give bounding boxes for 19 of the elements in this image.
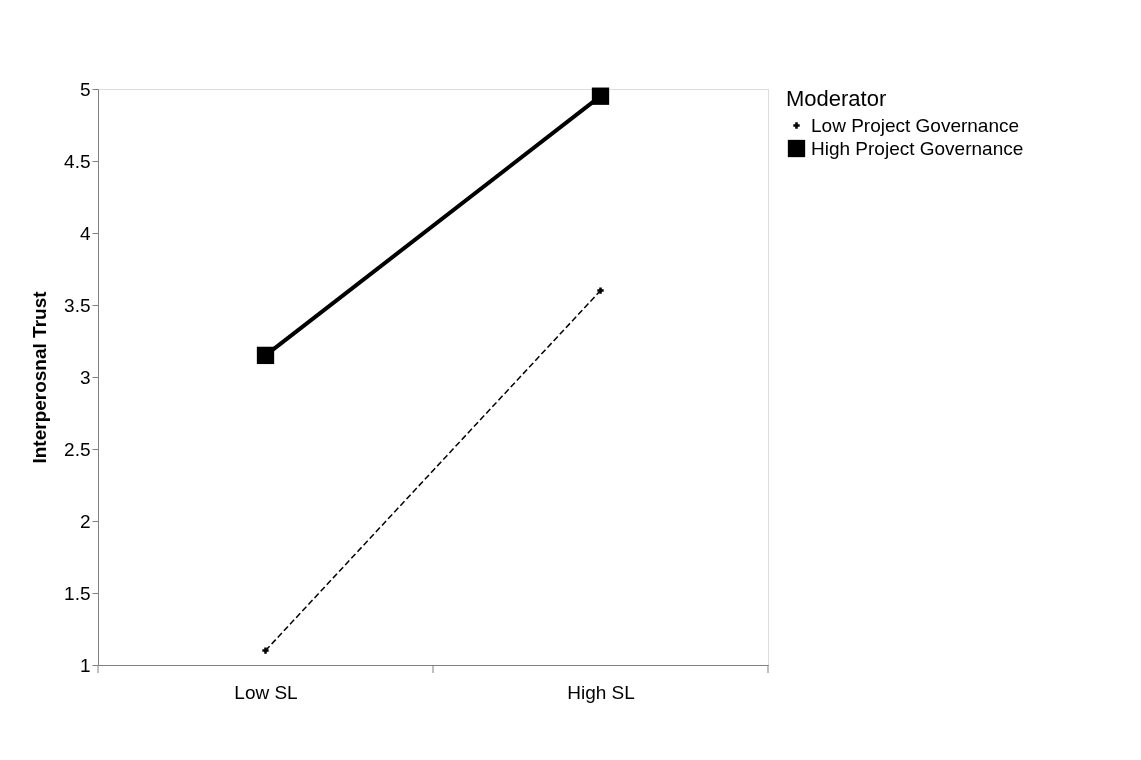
legend-title: Moderator <box>786 86 887 111</box>
point <box>256 346 275 365</box>
y-tick-label: 3 <box>79 366 91 388</box>
y-tick-label: 5 <box>79 78 91 100</box>
x-tick-label: High SL <box>567 681 635 703</box>
legend-label: Low Project Governance <box>811 114 1020 136</box>
y-tick-label: 1 <box>79 654 91 676</box>
point <box>591 87 610 105</box>
legend-label: High Project Governance <box>811 137 1024 159</box>
y-tick-label: 3.5 <box>64 294 91 316</box>
y-tick-label: 4 <box>79 222 91 244</box>
y-axis-title: Interperosnal Trust <box>29 290 51 464</box>
y-tick-label: 2.5 <box>64 438 91 460</box>
y-tick-label: 2 <box>79 510 91 532</box>
point <box>262 647 269 654</box>
point <box>597 287 604 294</box>
y-tick-label: 1.5 <box>64 582 91 604</box>
y-tick-label: 4.5 <box>64 150 91 172</box>
x-tick-label: Low SL <box>234 681 298 703</box>
